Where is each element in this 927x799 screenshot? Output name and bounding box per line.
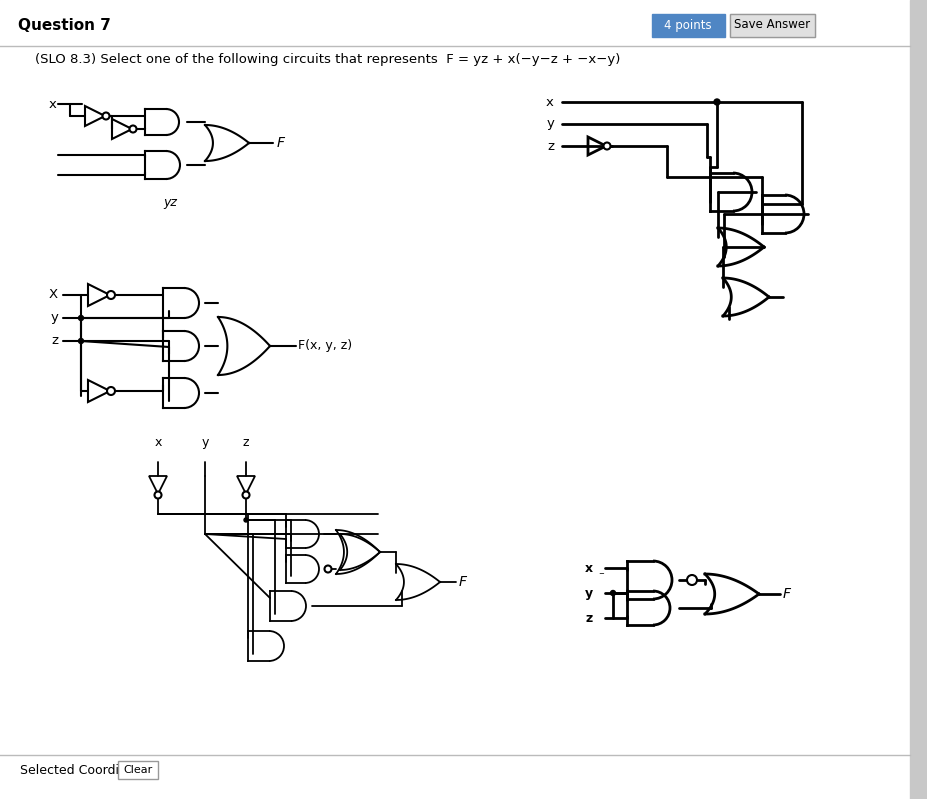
Text: x: x xyxy=(545,96,553,109)
Text: F(x, y, z): F(x, y, z) xyxy=(298,340,351,352)
Text: F: F xyxy=(459,575,466,589)
Bar xyxy=(118,761,158,779)
Text: x: x xyxy=(49,97,57,110)
Circle shape xyxy=(324,566,331,573)
Circle shape xyxy=(242,491,249,499)
Text: z: z xyxy=(51,335,57,348)
Bar xyxy=(652,14,724,37)
Circle shape xyxy=(102,113,109,120)
Text: F: F xyxy=(782,587,790,601)
Text: (SLO 8.3) Select one of the following circuits that represents  F = yz + x(−y−z : (SLO 8.3) Select one of the following ci… xyxy=(35,53,620,66)
Circle shape xyxy=(154,491,161,499)
Text: Save Answer: Save Answer xyxy=(733,18,809,31)
Text: Question 7: Question 7 xyxy=(18,18,110,34)
Text: z: z xyxy=(585,611,592,625)
Text: y: y xyxy=(50,312,57,324)
Circle shape xyxy=(610,590,615,595)
Bar xyxy=(730,14,814,37)
Circle shape xyxy=(130,125,136,133)
Circle shape xyxy=(79,339,83,344)
Text: yz: yz xyxy=(163,196,177,209)
Text: Clear: Clear xyxy=(123,765,152,775)
Text: Selected Coordinates: Selected Coordinates xyxy=(20,764,154,777)
Text: F: F xyxy=(276,136,285,150)
Text: x: x xyxy=(584,562,592,574)
Circle shape xyxy=(603,142,610,149)
Text: 4 points: 4 points xyxy=(664,18,711,31)
Circle shape xyxy=(244,518,248,522)
Text: X: X xyxy=(49,288,57,301)
Text: x: x xyxy=(154,436,161,449)
Circle shape xyxy=(79,316,83,320)
Bar xyxy=(730,14,814,37)
Text: z: z xyxy=(243,436,249,449)
Circle shape xyxy=(713,99,719,105)
Text: y: y xyxy=(584,586,592,599)
Circle shape xyxy=(107,387,115,395)
Text: y: y xyxy=(545,117,553,130)
Text: y: y xyxy=(201,436,209,449)
Circle shape xyxy=(107,291,115,299)
Bar xyxy=(909,0,927,799)
Text: z: z xyxy=(546,140,553,153)
Circle shape xyxy=(686,575,696,585)
